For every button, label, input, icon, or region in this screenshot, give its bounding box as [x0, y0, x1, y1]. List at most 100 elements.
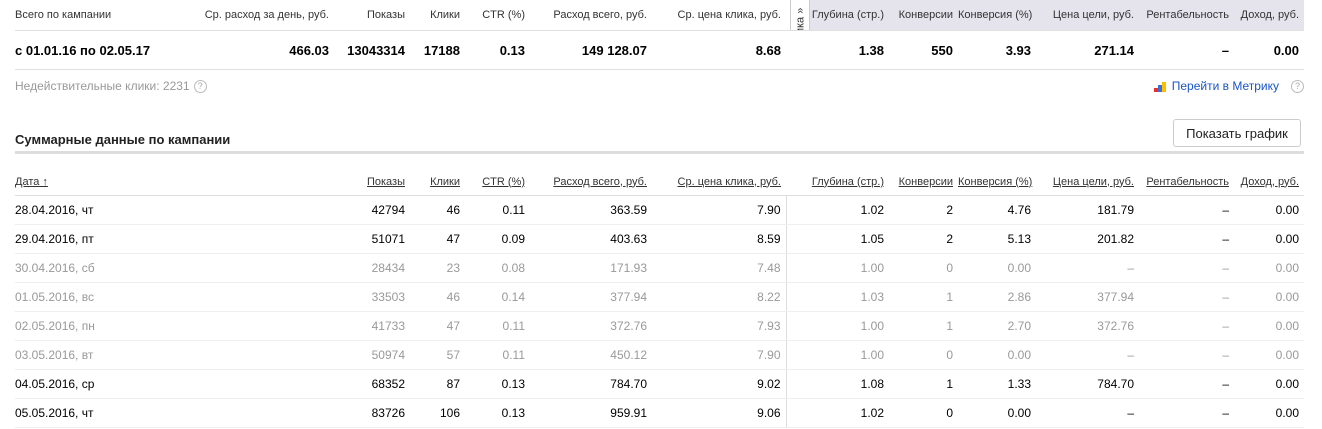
table-cell: 0.00	[1234, 282, 1304, 312]
column-header: Расход всего, руб.	[530, 168, 652, 196]
sort-link[interactable]: Конверсии	[898, 175, 953, 188]
summary-header: Доход, руб.	[1234, 0, 1304, 31]
summary-value: 550	[889, 30, 958, 70]
table-cell: 41733	[345, 311, 410, 341]
summary-header: Всего по кампании	[15, 9, 112, 21]
table-cell: 1.02	[810, 195, 889, 225]
table-cell: 363.59	[530, 195, 652, 225]
column-header: Доход, руб.	[1234, 168, 1304, 196]
table-cell: 9.02	[652, 369, 786, 399]
table-row: 02.05.2016, пн 41733 47 0.11 372.76 7.93 1.00 1…	[15, 311, 1304, 341]
table-cell: 23	[410, 253, 465, 283]
table-cell: 372.76	[1036, 311, 1139, 341]
column-header: Клики	[410, 168, 465, 196]
summary-value: с 01.01.16 по 02.05.17	[15, 30, 190, 70]
table-cell: 0	[889, 398, 958, 428]
table-row: 01.05.2016, вс 33503 46 0.14 377.94 8.22 1.03 1…	[15, 282, 1304, 312]
table-cell: 02.05.2016, пн	[15, 311, 345, 341]
summary-header: Глубина (стр.)	[810, 0, 889, 31]
column-header: Конверсии	[889, 168, 958, 196]
metrika-tab[interactable]: Метрика »	[790, 0, 810, 31]
table-cell: –	[1139, 253, 1234, 283]
metrika-logo-icon	[1153, 81, 1166, 92]
table-row: 29.04.2016, пт 51071 47 0.09 403.63 8.59 1.05 2…	[15, 224, 1304, 254]
sort-link[interactable]: Клики	[430, 175, 460, 188]
table-cell: 377.94	[530, 282, 652, 312]
table-cell: 0.11	[465, 340, 530, 370]
table-cell: 33503	[345, 282, 410, 312]
metrika-tab-cell: Метрика »	[786, 0, 810, 31]
summary-value: 17188	[410, 30, 465, 70]
table-cell: 1.00	[810, 253, 889, 283]
table-cell: –	[1139, 398, 1234, 428]
table-cell: 57	[410, 340, 465, 370]
table-cell: 1.05	[810, 224, 889, 254]
table-cell: 181.79	[1036, 195, 1139, 225]
table-cell: 106	[410, 398, 465, 428]
sort-link[interactable]: Доход, руб.	[1240, 175, 1299, 188]
table-cell: 1.02	[810, 398, 889, 428]
column-header: Конверсия (%)	[958, 168, 1036, 196]
table-cell: 2.70	[958, 311, 1036, 341]
sort-link[interactable]: Ср. цена клика, руб.	[677, 175, 781, 188]
sort-link[interactable]: CTR (%)	[482, 175, 525, 188]
table-cell: 1	[889, 282, 958, 312]
column-header: Рентабельность	[1139, 168, 1234, 196]
column-header: Ср. цена клика, руб.	[652, 168, 786, 196]
table-cell: 29.04.2016, пт	[15, 224, 345, 254]
sort-link[interactable]: Глубина (стр.)	[811, 175, 884, 188]
table-cell: 05.05.2016, чт	[15, 398, 345, 428]
invalid-clicks: Недействительные клики: 2231?	[15, 79, 207, 94]
sort-link[interactable]: Цена цели, руб.	[1052, 175, 1134, 188]
table-cell: –	[1139, 369, 1234, 399]
table-cell: 2.86	[958, 282, 1036, 312]
summary-header: CTR (%)	[482, 9, 525, 21]
sort-link[interactable]: Рентабельность	[1146, 175, 1229, 188]
table-cell: –	[1139, 282, 1234, 312]
table-cell: –	[1139, 311, 1234, 341]
sort-link[interactable]: Показы	[366, 175, 405, 188]
table-cell: 7.90	[652, 340, 786, 370]
table-cell: 50974	[345, 340, 410, 370]
table-cell: –	[1139, 340, 1234, 370]
table-cell: 0.00	[958, 398, 1036, 428]
sort-link[interactable]: Расход всего, руб.	[553, 175, 647, 188]
table-cell: 0.00	[1234, 311, 1304, 341]
table-cell: 377.94	[1036, 282, 1139, 312]
table-cell: 450.12	[530, 340, 652, 370]
table-cell: 0.08	[465, 253, 530, 283]
table-cell: –	[1036, 340, 1139, 370]
table-cell: 0.00	[1234, 224, 1304, 254]
table-cell: 4.76	[958, 195, 1036, 225]
summary-value: 3.93	[958, 30, 1036, 70]
table-cell: 0	[889, 340, 958, 370]
sort-link[interactable]: Конверсия (%)	[958, 175, 1033, 188]
table-cell: 83726	[345, 398, 410, 428]
table-cell: 2	[889, 195, 958, 225]
summary-value: 466.03	[190, 30, 334, 70]
table-cell: 0.00	[958, 340, 1036, 370]
table-cell: 9.06	[652, 398, 786, 428]
table-cell: –	[1139, 195, 1234, 225]
table-cell: 0.11	[465, 311, 530, 341]
table-cell: 372.76	[530, 311, 652, 341]
table-cell: 0.00	[958, 253, 1036, 283]
go-to-metrika-link[interactable]: Перейти в Метрику?	[1153, 79, 1304, 94]
show-chart-button[interactable]: Показать график	[1173, 119, 1301, 147]
table-cell: 1	[889, 311, 958, 341]
help-icon[interactable]: ?	[193, 80, 207, 94]
table-cell: 30.04.2016, сб	[15, 253, 345, 283]
table-cell: 1.33	[958, 369, 1036, 399]
table-cell: 0.13	[465, 369, 530, 399]
table-cell: 0	[889, 253, 958, 283]
table-cell: –	[1036, 253, 1139, 283]
column-header: Показы	[345, 168, 410, 196]
table-cell: 171.93	[530, 253, 652, 283]
sort-link[interactable]: Дата ↑	[15, 175, 48, 188]
summary-header: Конверсия (%)	[958, 0, 1036, 31]
table-cell: 87	[410, 369, 465, 399]
summary-header: Ср. цена клика, руб.	[677, 9, 781, 21]
help-icon[interactable]: ?	[1291, 80, 1304, 94]
table-cell: 47	[410, 311, 465, 341]
table-cell: 42794	[345, 195, 410, 225]
